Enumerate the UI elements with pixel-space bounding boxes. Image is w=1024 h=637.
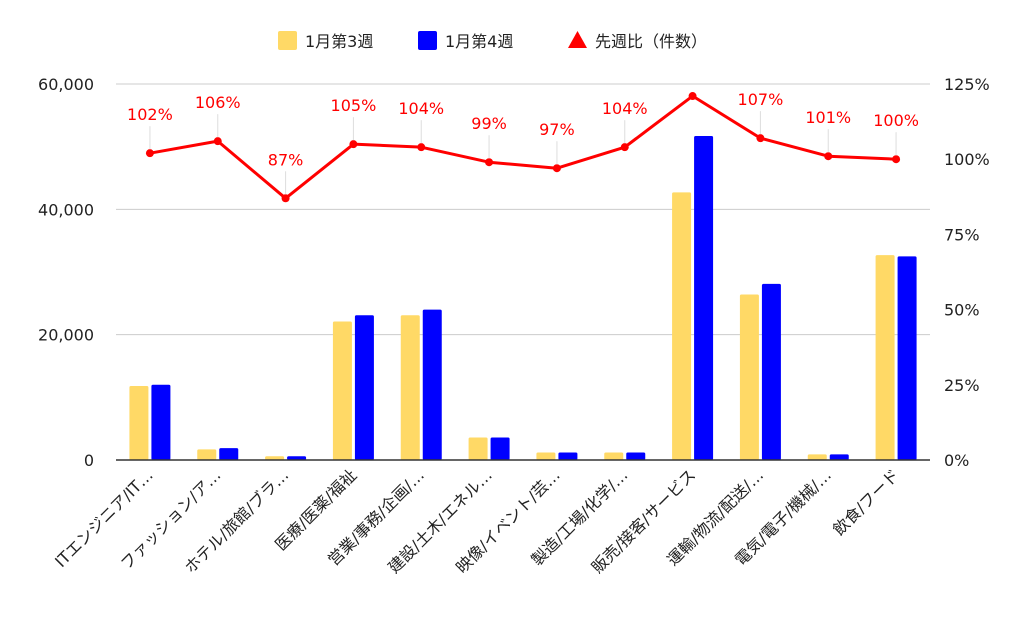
bar-series [129, 136, 917, 460]
data-labels: 102% 106% 87% 105% 104% 99% 97% 104% 107% 101% 100… [127, 90, 919, 195]
bar [875, 255, 895, 460]
line-point [213, 137, 222, 146]
legend-label: 先週比（件数） [595, 32, 707, 51]
data-label: 101% [805, 108, 851, 127]
bar [672, 192, 692, 460]
legend-item: 1月第4週 [418, 31, 513, 51]
line-point [145, 149, 154, 158]
data-label: 104% [602, 99, 648, 118]
legend-triangle-icon [568, 31, 587, 48]
data-label: 106% [195, 93, 241, 112]
line-point [620, 143, 629, 152]
x-tick-label: 飲食/フード [829, 465, 903, 539]
bar [558, 452, 578, 460]
line-point [349, 140, 358, 149]
bar [626, 452, 646, 460]
y-left-tick-label: 40,000 [38, 200, 94, 219]
legend: 1月第3週 1月第4週 先週比（件数） [278, 31, 707, 51]
bar [219, 448, 239, 460]
y-left-tick-label: 60,000 [38, 75, 94, 94]
y-right-tick-label: 125% [944, 75, 990, 94]
data-label: 107% [738, 90, 784, 109]
bar [536, 452, 556, 460]
bar [897, 256, 917, 460]
line-point [892, 155, 901, 164]
y-left-tick-label: 20,000 [38, 326, 94, 345]
series-line [149, 94, 897, 200]
legend-swatch [278, 31, 297, 50]
legend-label: 1月第4週 [445, 32, 513, 51]
bar [287, 456, 307, 460]
line-point [824, 152, 833, 161]
data-label: 97% [539, 120, 575, 139]
legend-item: 先週比（件数） [568, 31, 707, 51]
bar [490, 437, 510, 460]
line-point [756, 134, 765, 143]
y-right-tick-label: 25% [944, 376, 980, 395]
bar [807, 454, 827, 460]
bar [265, 456, 285, 460]
bar [694, 136, 714, 460]
y-right-tick-label: 0% [944, 451, 969, 470]
bar [422, 309, 442, 460]
y-left-tick-label: 0 [84, 451, 94, 470]
legend-label: 1月第3週 [305, 32, 373, 51]
data-label: 104% [398, 99, 444, 118]
axes: 020,00040,00060,0000%25%50%75%100%125%IT… [38, 75, 990, 577]
line-point [417, 143, 426, 152]
gridlines [116, 83, 930, 336]
legend-item: 1月第3週 [278, 31, 373, 51]
bar [761, 283, 781, 460]
y-right-tick-label: 75% [944, 225, 980, 244]
bar [468, 437, 488, 460]
bar [354, 315, 374, 460]
y-right-tick-label: 100% [944, 150, 990, 169]
data-label: 105% [331, 96, 377, 115]
bar [400, 315, 420, 460]
line-point [485, 158, 494, 167]
bar [332, 321, 352, 460]
line-point [281, 194, 290, 203]
bar [129, 386, 149, 460]
legend-swatch [418, 31, 437, 50]
bar [829, 454, 849, 460]
data-label: 87% [268, 150, 304, 169]
data-label: 100% [873, 111, 919, 130]
line-point [688, 92, 697, 101]
y-right-tick-label: 50% [944, 301, 980, 320]
bar [739, 294, 759, 460]
bar [604, 452, 624, 460]
data-label: 102% [127, 105, 173, 124]
data-label: 99% [471, 114, 507, 133]
bar [197, 449, 217, 460]
bar [151, 384, 171, 460]
line-series [145, 92, 901, 203]
line-point [552, 164, 561, 173]
